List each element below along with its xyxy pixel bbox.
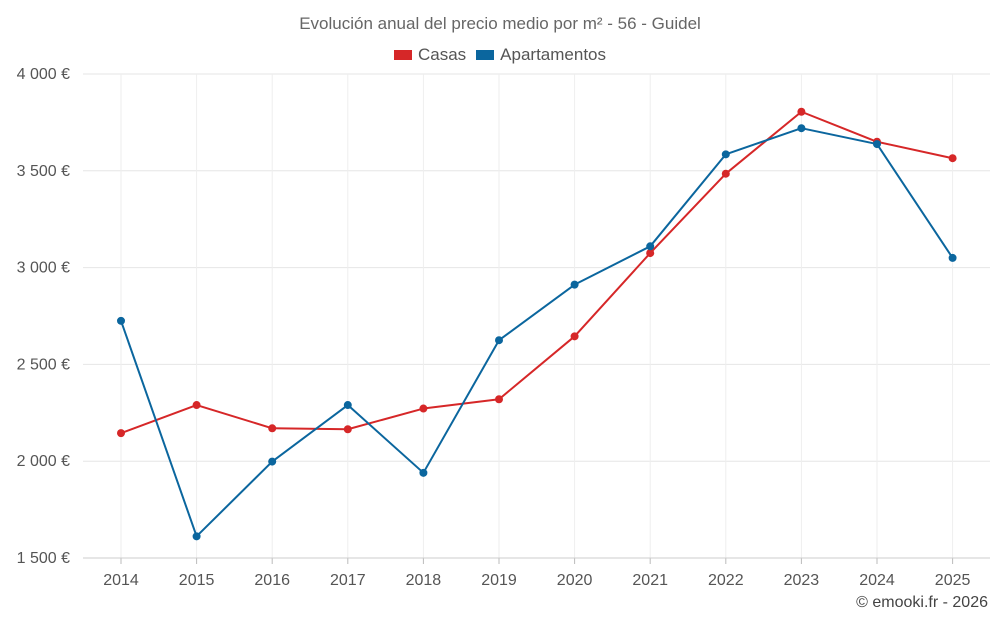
legend-item-apartamentos[interactable]: Apartamentos bbox=[476, 45, 606, 65]
y-tick-label: 3 500 € bbox=[17, 163, 70, 180]
x-tick-label: 2014 bbox=[103, 572, 139, 589]
x-tick-label: 2025 bbox=[935, 572, 971, 589]
x-tick-label: 2016 bbox=[254, 572, 290, 589]
data-point-apartamentos bbox=[343, 401, 352, 410]
data-point-apartamentos bbox=[797, 124, 806, 133]
data-point-casas bbox=[495, 395, 503, 404]
data-point-casas bbox=[948, 154, 957, 163]
series-line-apartamentos bbox=[120, 127, 954, 538]
data-point-apartamentos bbox=[495, 336, 503, 345]
x-tick-label: 2015 bbox=[179, 572, 215, 589]
legend-label-casas: Casas bbox=[417, 45, 467, 64]
x-tick-label: 2017 bbox=[330, 572, 366, 589]
grid bbox=[83, 73, 990, 559]
data-point-casas bbox=[721, 169, 730, 178]
data-point-apartamentos bbox=[721, 150, 730, 159]
legend-swatch-apartamentos bbox=[476, 50, 495, 60]
y-tick-label: 3 000 € bbox=[17, 260, 70, 277]
y-tick-label: 2 000 € bbox=[17, 453, 70, 470]
y-tick-label: 4 000 € bbox=[17, 66, 70, 83]
data-point-casas bbox=[117, 429, 125, 438]
data-point-apartamentos bbox=[117, 316, 125, 325]
data-point-casas bbox=[570, 332, 579, 341]
data-point-apartamentos bbox=[646, 242, 655, 251]
data-point-apartamentos bbox=[268, 457, 277, 466]
data-point-apartamentos bbox=[873, 140, 881, 149]
y-tick-label: 2 500 € bbox=[17, 356, 70, 373]
data-point-apartamentos bbox=[192, 532, 201, 541]
x-tick-label: 2018 bbox=[406, 572, 442, 589]
legend-label-apartamentos: Apartamentos bbox=[500, 45, 607, 64]
data-point-casas bbox=[646, 249, 655, 258]
legend: Casas Apartamentos bbox=[0, 45, 1000, 65]
series-line-casas bbox=[120, 110, 953, 435]
data-point-casas bbox=[343, 425, 352, 434]
data-point-casas bbox=[268, 424, 277, 433]
data-point-casas bbox=[797, 107, 806, 116]
x-tick-label: 2022 bbox=[708, 572, 744, 589]
x-tick-label: 2023 bbox=[784, 572, 820, 589]
data-point-apartamentos bbox=[570, 280, 579, 289]
x-tick-label: 2024 bbox=[859, 572, 895, 589]
x-tick-label: 2019 bbox=[481, 572, 517, 589]
copyright-text: © emooki.fr - 2026 bbox=[856, 594, 988, 611]
data-point-apartamentos bbox=[948, 253, 957, 262]
legend-swatch-casas bbox=[393, 50, 412, 60]
axes: 1 500 € 2 000 € 2 500 € 3 000 € 3 500 € 4 000… bbox=[17, 66, 990, 589]
data-point-casas bbox=[192, 401, 201, 410]
x-tick-label: 2021 bbox=[632, 572, 668, 589]
data-point-apartamentos bbox=[419, 468, 428, 477]
data-point-casas bbox=[419, 404, 428, 413]
legend-item-casas[interactable]: Casas bbox=[393, 45, 467, 65]
x-tick-label: 2020 bbox=[557, 572, 593, 589]
y-tick-label: 1 500 € bbox=[17, 550, 70, 567]
series bbox=[117, 107, 957, 541]
chart-title: Evolución anual del precio medio por m² … bbox=[299, 14, 701, 33]
